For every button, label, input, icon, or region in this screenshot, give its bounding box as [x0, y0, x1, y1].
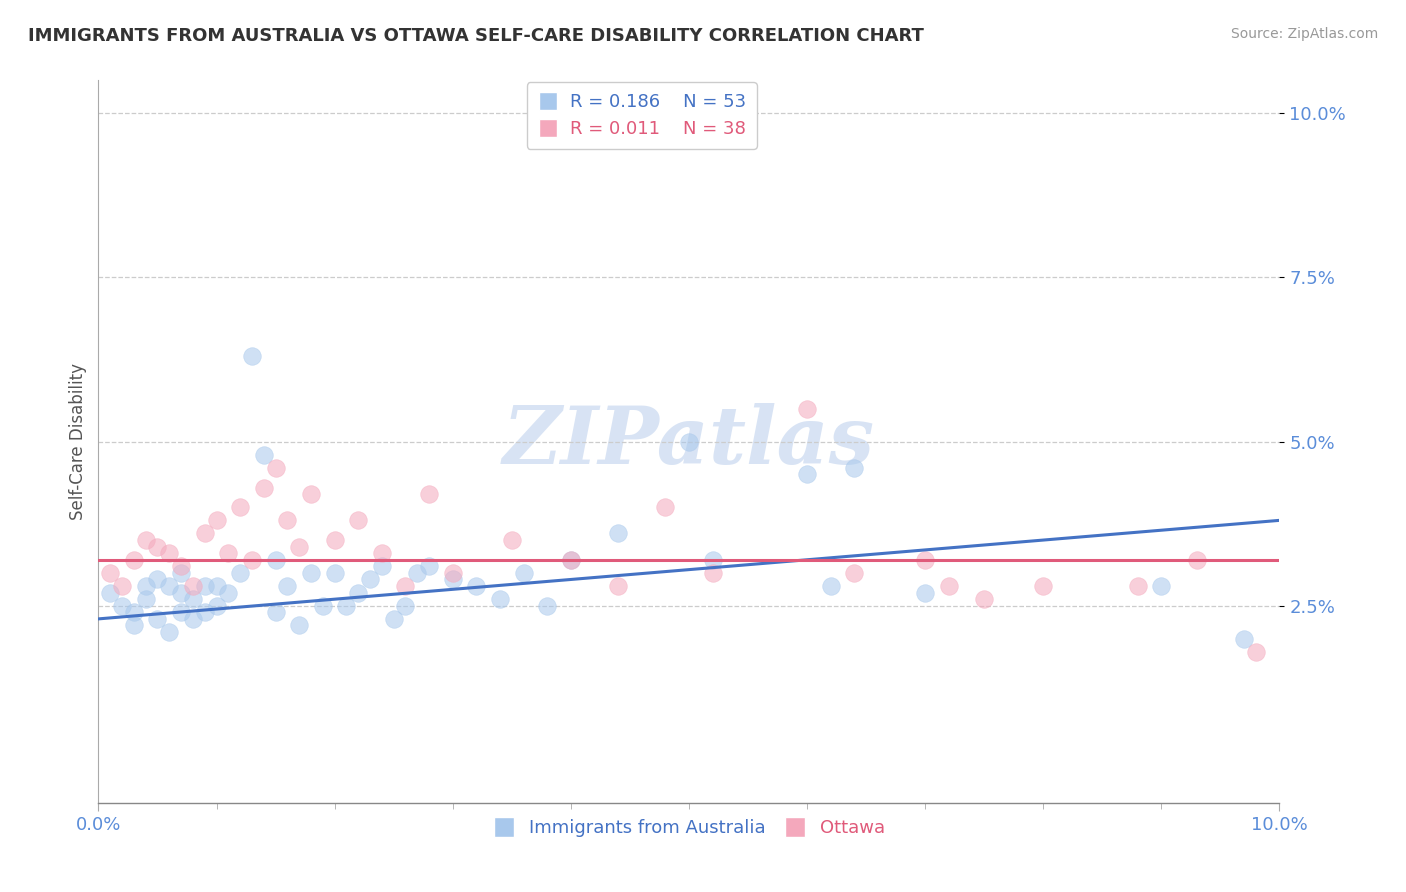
Point	[229, 566, 252, 580]
Point	[264, 460, 287, 475]
Point	[299, 566, 322, 580]
Point	[217, 546, 239, 560]
Text: Source: ZipAtlas.com: Source: ZipAtlas.com	[1230, 27, 1378, 41]
Point	[702, 553, 724, 567]
Point	[560, 553, 582, 567]
Point	[654, 500, 676, 515]
Point	[938, 579, 960, 593]
Point	[170, 605, 193, 619]
Point	[418, 487, 440, 501]
Point	[146, 540, 169, 554]
Point	[501, 533, 523, 547]
Point	[607, 579, 630, 593]
Point	[796, 467, 818, 482]
Point	[323, 566, 346, 580]
Point	[135, 533, 157, 547]
Point	[335, 599, 357, 613]
Point	[299, 487, 322, 501]
Point	[382, 612, 405, 626]
Point	[796, 401, 818, 416]
Point	[98, 585, 121, 599]
Point	[264, 553, 287, 567]
Point	[1150, 579, 1173, 593]
Point	[205, 599, 228, 613]
Point	[122, 605, 145, 619]
Point	[217, 585, 239, 599]
Point	[702, 566, 724, 580]
Text: ZIPatlas: ZIPatlas	[503, 403, 875, 480]
Point	[170, 585, 193, 599]
Point	[678, 434, 700, 449]
Point	[170, 559, 193, 574]
Point	[536, 599, 558, 613]
Point	[288, 618, 311, 632]
Point	[264, 605, 287, 619]
Point	[1126, 579, 1149, 593]
Point	[512, 566, 534, 580]
Point	[181, 612, 204, 626]
Point	[347, 513, 370, 527]
Point	[181, 579, 204, 593]
Point	[394, 599, 416, 613]
Point	[441, 566, 464, 580]
Point	[465, 579, 488, 593]
Point	[844, 566, 866, 580]
Point	[194, 605, 217, 619]
Point	[607, 526, 630, 541]
Point	[560, 553, 582, 567]
Point	[276, 513, 298, 527]
Point	[418, 559, 440, 574]
Legend: Immigrants from Australia, Ottawa: Immigrants from Australia, Ottawa	[485, 812, 893, 845]
Point	[489, 592, 512, 607]
Point	[240, 553, 263, 567]
Point	[394, 579, 416, 593]
Point	[1233, 632, 1256, 646]
Point	[1032, 579, 1054, 593]
Point	[359, 573, 381, 587]
Point	[914, 585, 936, 599]
Point	[157, 546, 180, 560]
Point	[146, 612, 169, 626]
Point	[253, 481, 276, 495]
Point	[240, 349, 263, 363]
Point	[181, 592, 204, 607]
Point	[1244, 645, 1267, 659]
Point	[122, 618, 145, 632]
Point	[122, 553, 145, 567]
Point	[205, 579, 228, 593]
Point	[253, 448, 276, 462]
Point	[146, 573, 169, 587]
Point	[205, 513, 228, 527]
Point	[844, 460, 866, 475]
Point	[441, 573, 464, 587]
Point	[312, 599, 335, 613]
Point	[98, 566, 121, 580]
Point	[111, 599, 134, 613]
Point	[1185, 553, 1208, 567]
Point	[135, 592, 157, 607]
Point	[323, 533, 346, 547]
Point	[135, 579, 157, 593]
Point	[347, 585, 370, 599]
Point	[276, 579, 298, 593]
Point	[229, 500, 252, 515]
Point	[111, 579, 134, 593]
Point	[371, 559, 394, 574]
Point	[157, 579, 180, 593]
Point	[371, 546, 394, 560]
Point	[170, 566, 193, 580]
Point	[157, 625, 180, 640]
Point	[973, 592, 995, 607]
Point	[914, 553, 936, 567]
Point	[406, 566, 429, 580]
Y-axis label: Self-Care Disability: Self-Care Disability	[69, 363, 87, 520]
Text: IMMIGRANTS FROM AUSTRALIA VS OTTAWA SELF-CARE DISABILITY CORRELATION CHART: IMMIGRANTS FROM AUSTRALIA VS OTTAWA SELF…	[28, 27, 924, 45]
Point	[194, 526, 217, 541]
Point	[820, 579, 842, 593]
Point	[194, 579, 217, 593]
Point	[288, 540, 311, 554]
